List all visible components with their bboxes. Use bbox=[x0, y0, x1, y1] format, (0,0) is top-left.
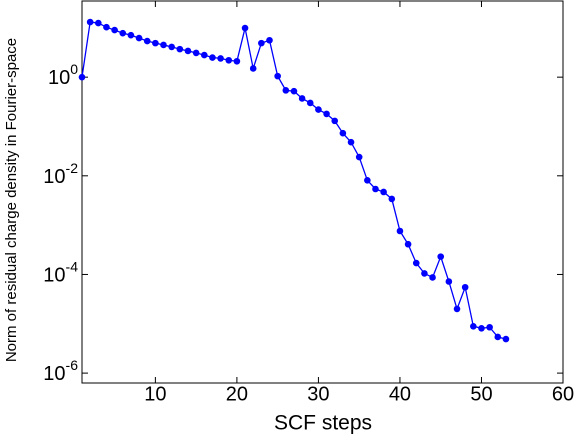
data-point bbox=[233, 57, 241, 65]
data-point bbox=[502, 335, 510, 343]
data-point bbox=[127, 31, 135, 39]
data-point bbox=[200, 51, 208, 59]
data-point bbox=[225, 56, 233, 64]
y-tick-label: 10-4 bbox=[43, 258, 78, 287]
data-point bbox=[160, 41, 167, 49]
data-point bbox=[168, 43, 175, 51]
y-tick-label: 10-6 bbox=[43, 357, 78, 386]
x-tick-label: 20 bbox=[226, 383, 248, 405]
data-point bbox=[192, 49, 200, 57]
y-tick-base: 10 bbox=[43, 166, 65, 188]
data-point bbox=[111, 26, 118, 34]
data-point bbox=[119, 29, 127, 37]
y-tick-label: 10-2 bbox=[43, 160, 78, 189]
y-tick-exponent: -2 bbox=[66, 160, 79, 176]
data-point bbox=[437, 253, 445, 260]
data-point bbox=[241, 24, 249, 32]
data-point bbox=[176, 45, 184, 53]
data-point bbox=[78, 73, 86, 81]
y-tick-exponent: -4 bbox=[66, 258, 79, 274]
data-point bbox=[355, 153, 363, 161]
data-point bbox=[453, 305, 461, 313]
data-point bbox=[388, 195, 396, 203]
data-point bbox=[290, 87, 298, 95]
data-point bbox=[404, 240, 412, 248]
y-tick-base: 10 bbox=[43, 265, 65, 287]
data-point bbox=[274, 72, 281, 80]
x-tick-label: 10 bbox=[144, 383, 166, 405]
y-tick-base: 10 bbox=[48, 67, 70, 89]
y-tick-exponent: -6 bbox=[66, 357, 79, 373]
data-point bbox=[143, 37, 151, 45]
data-point bbox=[282, 87, 290, 94]
x-tick-label: 60 bbox=[552, 383, 574, 405]
data-point bbox=[478, 324, 485, 332]
data-point bbox=[339, 129, 347, 137]
data-point bbox=[429, 274, 436, 281]
data-point bbox=[258, 39, 265, 47]
data-point bbox=[306, 99, 314, 107]
data-point bbox=[396, 227, 404, 235]
x-tick-label: 50 bbox=[470, 383, 492, 405]
data-point bbox=[486, 323, 493, 331]
data-point bbox=[323, 110, 330, 118]
data-point bbox=[364, 177, 371, 184]
y-tick-exponent: 0 bbox=[70, 61, 78, 77]
x-axis-label: SCF steps bbox=[274, 412, 372, 435]
data-point bbox=[249, 65, 257, 72]
data-point bbox=[372, 185, 379, 193]
x-tick-label: 40 bbox=[389, 383, 411, 405]
data-point bbox=[347, 138, 355, 146]
data-point bbox=[298, 95, 306, 102]
x-tick-label: 30 bbox=[307, 383, 329, 405]
data-point bbox=[315, 106, 322, 113]
data-point bbox=[266, 36, 273, 44]
data-point bbox=[103, 23, 110, 31]
data-point bbox=[209, 54, 216, 61]
y-tick-label: 100 bbox=[48, 61, 78, 90]
data-point bbox=[380, 188, 387, 196]
y-tick-base: 10 bbox=[43, 363, 65, 385]
data-point bbox=[494, 333, 502, 341]
data-point bbox=[184, 47, 192, 55]
data-point bbox=[135, 34, 143, 42]
data-point bbox=[461, 283, 469, 291]
data-point bbox=[152, 39, 159, 47]
y-axis-label: Norm of residual charge density in Fouri… bbox=[3, 38, 20, 362]
data-point bbox=[86, 18, 94, 26]
data-point bbox=[445, 278, 453, 285]
data-point bbox=[95, 19, 102, 27]
plot-frame bbox=[81, 0, 564, 384]
data-point bbox=[331, 117, 339, 125]
data-line bbox=[81, 21, 507, 340]
data-point bbox=[421, 270, 428, 277]
data-point bbox=[217, 55, 224, 62]
data-point bbox=[412, 259, 420, 267]
data-point bbox=[470, 322, 477, 330]
